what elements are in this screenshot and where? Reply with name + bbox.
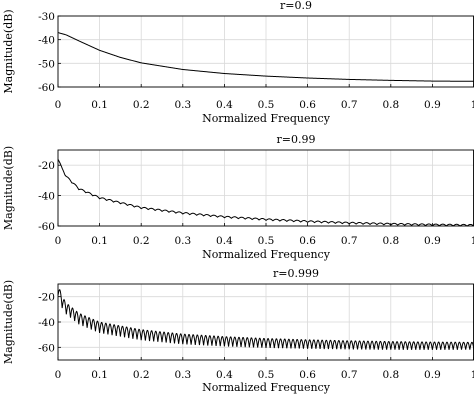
panel-1: 0 0.1 0.2 0.3 0.4 0.5 0.6 0.7 0.8 0.9 1 -30 -40 -50 -6… bbox=[2, 0, 474, 125]
chart-title: r=0.999 bbox=[273, 267, 319, 280]
y-axis-label: Magnitude(dB) bbox=[2, 9, 15, 93]
chart-title: r=0.99 bbox=[277, 133, 316, 146]
x-axis-label: Normalized Frequency bbox=[202, 248, 331, 261]
y-tick-label: -40 bbox=[38, 317, 55, 329]
x-tick-label: 0.6 bbox=[299, 235, 316, 247]
x-tick-label: 0 bbox=[55, 235, 62, 247]
x-tick-label: 1 bbox=[471, 235, 474, 247]
x-tick-label: 0.7 bbox=[341, 99, 358, 111]
y-tick-label: -60 bbox=[38, 342, 55, 354]
y-tick-label: -30 bbox=[38, 11, 55, 23]
x-tick-label: 0.6 bbox=[299, 99, 316, 111]
x-tick-label: 0.5 bbox=[258, 369, 275, 381]
x-axis-label: Normalized Frequency bbox=[202, 381, 331, 394]
x-tick-label: 0.3 bbox=[174, 369, 191, 381]
panel-2: 0 0.1 0.2 0.3 0.4 0.5 0.6 0.7 0.8 0.9 1 -20 -40 -60 r=… bbox=[2, 133, 474, 261]
x-axis-label: Normalized Frequency bbox=[202, 112, 331, 125]
x-tick-label: 0.4 bbox=[216, 369, 233, 381]
x-tick-label: 0.9 bbox=[424, 369, 441, 381]
x-tick-label: 0.2 bbox=[133, 235, 150, 247]
y-axis-label: Magnitude(dB) bbox=[2, 146, 15, 230]
series-line bbox=[57, 159, 474, 227]
x-tick-label: 0 bbox=[55, 99, 62, 111]
x-tick-label: 0.3 bbox=[174, 235, 191, 247]
x-tick-label: 0.4 bbox=[216, 99, 233, 111]
y-tick-label: -40 bbox=[38, 191, 55, 203]
x-tick-label: 1 bbox=[471, 99, 474, 111]
y-tick-label: -20 bbox=[38, 292, 55, 304]
x-tick-label: 0.6 bbox=[299, 369, 316, 381]
x-tick-label: 0.9 bbox=[424, 235, 441, 247]
x-tick-label: 0.7 bbox=[341, 235, 358, 247]
x-tick-label: 0 bbox=[55, 369, 62, 381]
x-tick-label: 0.4 bbox=[216, 235, 233, 247]
x-tick-label: 0.2 bbox=[133, 369, 150, 381]
x-tick-label: 0.7 bbox=[341, 369, 358, 381]
x-tick-label: 0.1 bbox=[91, 235, 108, 247]
y-tick-label: -50 bbox=[38, 58, 55, 70]
panel-3: 0 0.1 0.2 0.3 0.4 0.5 0.6 0.7 0.8 0.9 1 -20 -40 -60 r=… bbox=[2, 267, 474, 394]
y-tick-label: -60 bbox=[38, 82, 55, 94]
y-tick-label: -40 bbox=[38, 35, 55, 47]
series-line bbox=[57, 32, 474, 82]
y-tick-label: -20 bbox=[38, 160, 55, 172]
x-tick-label: 0.1 bbox=[91, 99, 108, 111]
x-tick-label: 0.8 bbox=[382, 235, 399, 247]
x-tick-label: 1 bbox=[471, 369, 474, 381]
y-axis-label: Magnitude(dB) bbox=[2, 280, 15, 364]
x-tick-label: 0.8 bbox=[382, 369, 399, 381]
y-tick-label: -60 bbox=[38, 221, 55, 233]
chart-title: r=0.9 bbox=[280, 0, 312, 12]
x-tick-label: 0.9 bbox=[424, 99, 441, 111]
x-tick-label: 0.2 bbox=[133, 99, 150, 111]
x-tick-label: 0.5 bbox=[258, 99, 275, 111]
x-tick-label: 0.3 bbox=[174, 99, 191, 111]
x-tick-label: 0.8 bbox=[382, 99, 399, 111]
series-line bbox=[57, 289, 474, 350]
x-tick-label: 0.5 bbox=[258, 235, 275, 247]
x-tick-label: 0.1 bbox=[91, 369, 108, 381]
